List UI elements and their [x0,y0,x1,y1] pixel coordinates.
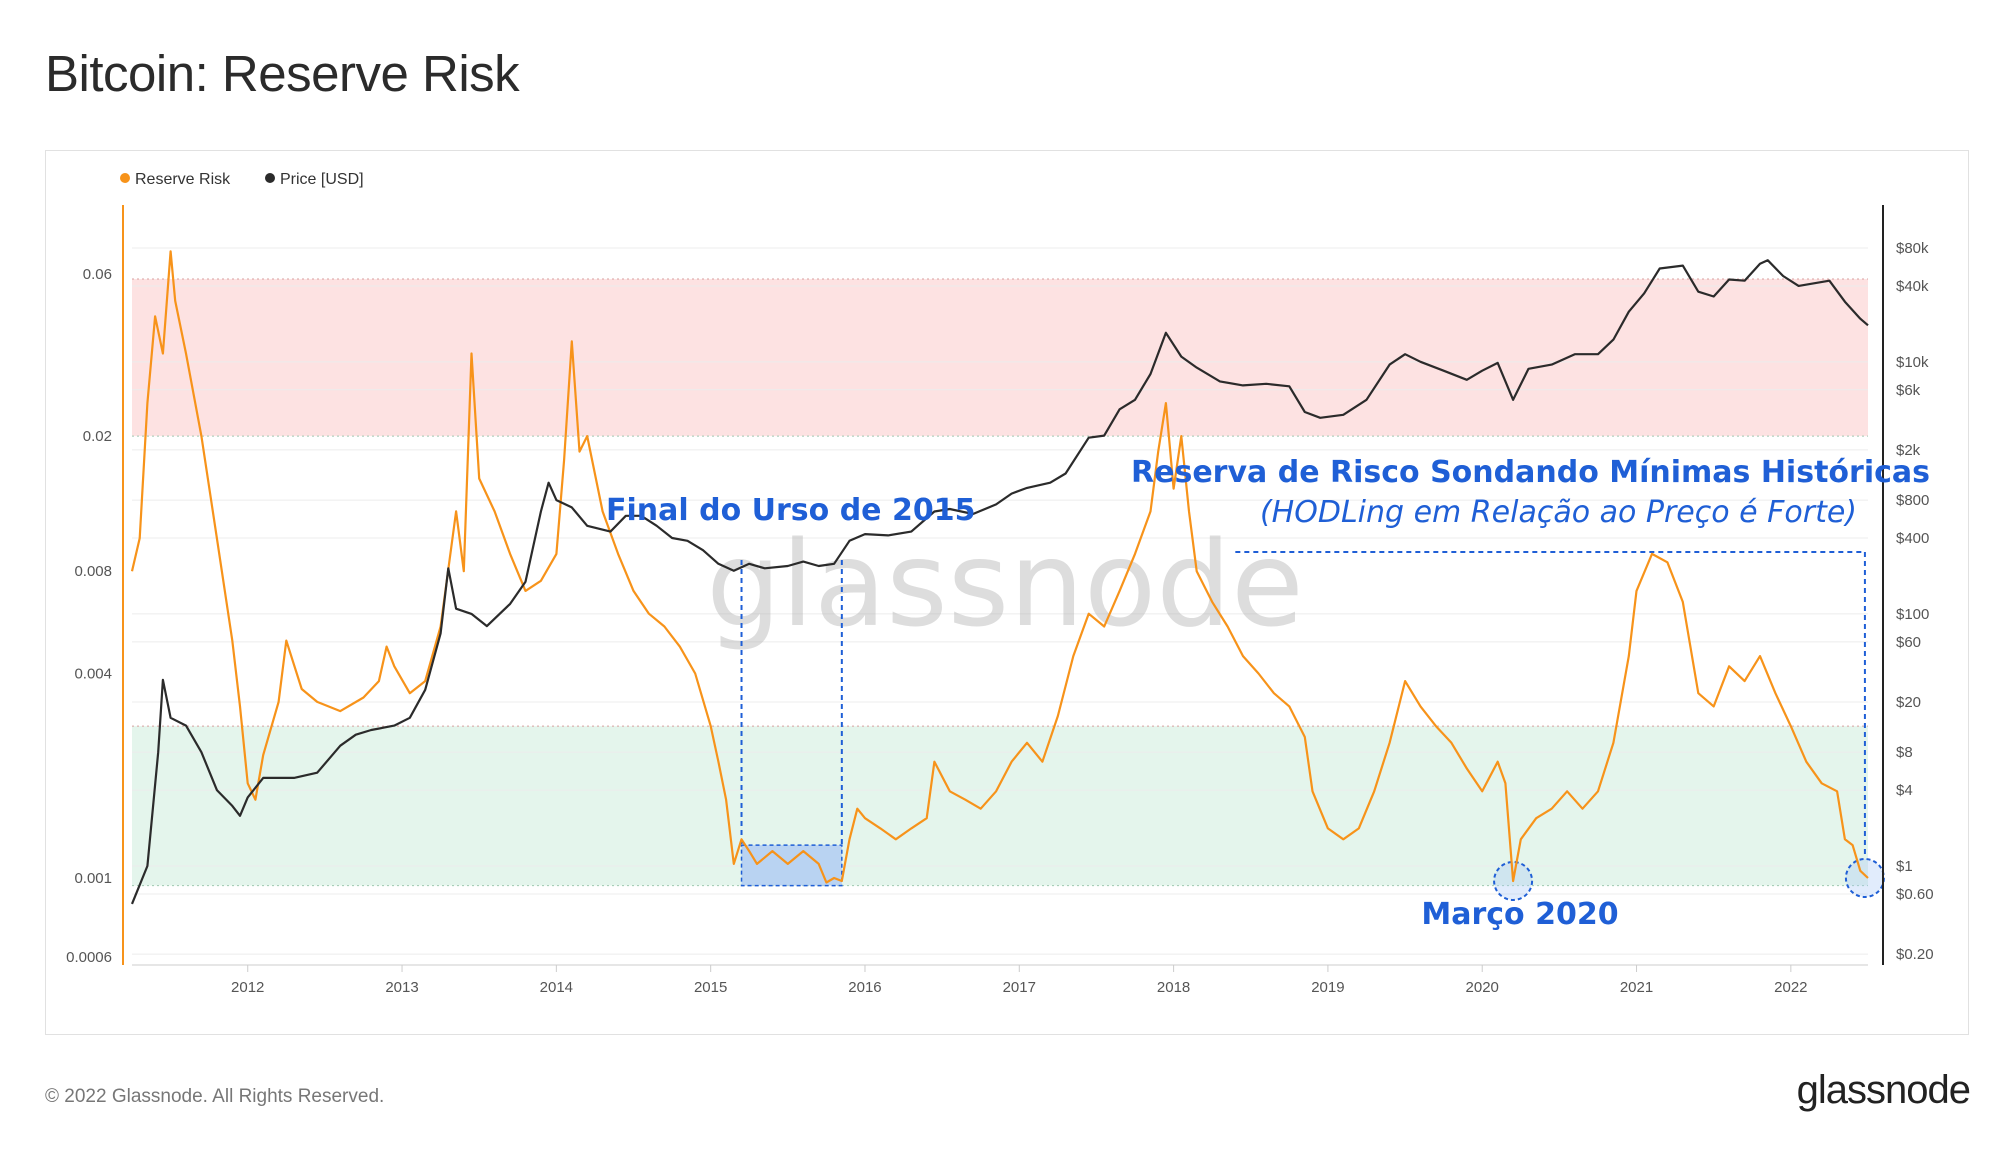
x-tick-label: 2016 [848,979,881,996]
x-tick-label: 2020 [1466,979,1499,996]
x-tick-label: 2017 [1003,979,1036,996]
right-tick-label: $10k [1896,354,1929,371]
right-tick-label: $20 [1896,694,1921,711]
right-tick-label: $0.20 [1896,946,1934,963]
right-tick-label: $40k [1896,278,1929,295]
right-tick-label: $2k [1896,442,1921,459]
reserve-risk-line [130,250,1869,884]
left-tick-label: 0.008 [74,563,112,580]
bear-2015-highlight [740,551,1885,901]
x-tick-label: 2021 [1620,979,1653,996]
x-tick-label: 2019 [1311,979,1344,996]
legend: Reserve Risk Price [USD] [120,171,364,188]
left-tick-label: 0.004 [74,665,112,682]
left-tick-label: 0.0006 [66,949,112,966]
right-tick-label: $6k [1896,382,1921,399]
right-tick-label: $400 [1896,530,1929,547]
x-tick-label: 2022 [1774,979,1807,996]
left-tick-label: 0.001 [74,870,112,887]
annotation-march-2020: Março 2020 [1421,897,1618,932]
left-tick-label: 0.02 [83,428,112,445]
legend-label: Reserve Risk [135,171,231,188]
right-tick-label: $1 [1896,858,1913,875]
x-tick-label: 2015 [694,979,727,996]
series-lines [130,250,1869,905]
bear-2015-box [740,844,843,887]
right-tick-label: $100 [1896,606,1929,623]
x-tick-label: 2013 [385,979,418,996]
current-low-marker [1844,858,1885,898]
axes [122,205,1884,966]
legend-label: Price [USD] [280,171,364,188]
low-risk-zone [132,726,1868,886]
x-tick-label: 2018 [1157,979,1190,996]
footer-logo[interactable]: glassnode [1796,1068,1971,1112]
tick-labels: 0.06 0.02 0.008 0.004 0.001 0.0006 $80k $40k $10… [66,240,1933,996]
right-tick-label: $8 [1896,744,1913,761]
right-tick-label: $0.60 [1896,886,1934,903]
legend-marker [120,173,130,183]
annotation-subheadline: (HODLing em Relação ao Preço é Forte) [1260,495,1857,530]
right-tick-label: $60 [1896,634,1921,651]
annotation-bear-2015: Final do Urso de 2015 [606,493,975,528]
grid-lines [132,247,1868,955]
watermark: glassnode [706,515,1303,653]
right-tick-label: $80k [1896,240,1929,257]
high-risk-zone [132,279,1868,437]
right-tick-label: $800 [1896,492,1929,509]
annotations: Final do Urso de 2015 Reserva de Risco So… [606,455,1930,932]
right-tick-label: $4 [1896,782,1913,799]
left-tick-label: 0.06 [83,266,112,283]
x-tick-label: 2014 [540,979,573,996]
footer-copyright: © 2022 Glassnode. All Rights Reserved. [45,1086,385,1107]
x-tick-label: 2012 [231,979,264,996]
page-title: Bitcoin: Reserve Risk [45,45,520,102]
legend-marker [265,173,275,183]
chart-frame [45,150,1969,1035]
annotation-headline: Reserva de Risco Sondando Mínimas Histór… [1131,455,1930,490]
price-line [130,259,1869,905]
risk-bands [132,278,1868,887]
